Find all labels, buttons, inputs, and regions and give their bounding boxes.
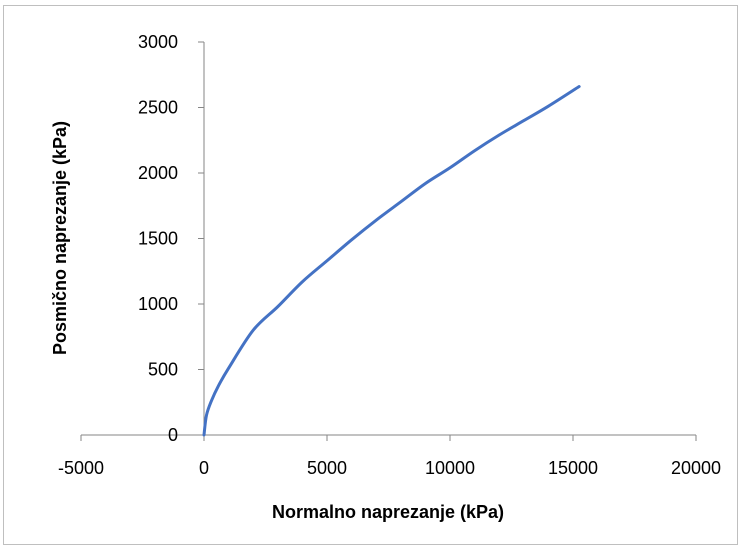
y-tick-label: 500 <box>148 360 178 380</box>
series-line <box>202 85 581 437</box>
y-tick-label: 2500 <box>138 98 178 118</box>
y-axis-title: Posmično naprezanje (kPa) <box>50 121 70 355</box>
y-tick-label: 2000 <box>138 163 178 183</box>
x-tick-label: 10000 <box>425 458 475 478</box>
y-tick-label: 1500 <box>138 229 178 249</box>
x-tick-label: 15000 <box>548 458 598 478</box>
x-tick-label: -5000 <box>58 458 104 478</box>
x-tick-label: 20000 <box>671 458 721 478</box>
y-tick-label: 0 <box>168 425 178 445</box>
y-tick-label: 3000 <box>138 32 178 52</box>
x-tick-label: 5000 <box>307 458 347 478</box>
x-axis-title: Normalno naprezanje (kPa) <box>272 502 504 522</box>
x-tick-label: 0 <box>199 458 209 478</box>
y-tick-label: 1000 <box>138 294 178 314</box>
plot-area: -5000 0 5000 10000 15000 20000 0 500 1000 1500 200… <box>58 32 721 478</box>
chart-frame <box>3 5 738 545</box>
